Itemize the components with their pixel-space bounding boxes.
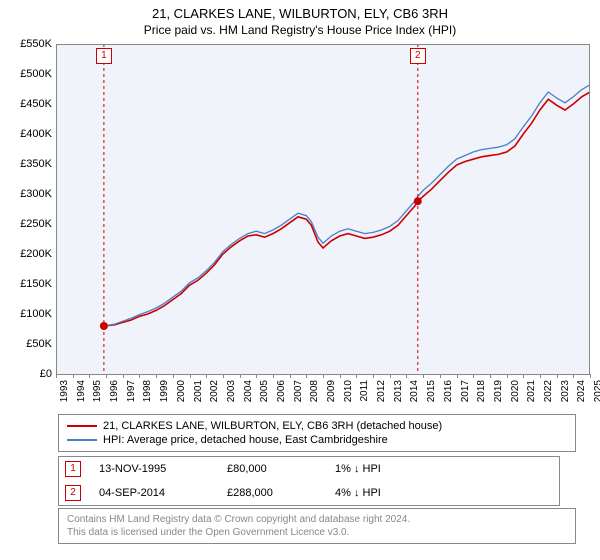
x-tick-label: 1993 — [59, 380, 70, 402]
x-tick-label: 2015 — [426, 380, 437, 402]
x-tick-label: 2002 — [209, 380, 220, 402]
sales-marker-box: 2 — [65, 485, 81, 501]
x-tick-label: 1998 — [142, 380, 153, 402]
x-tick-label: 2007 — [293, 380, 304, 402]
legend-row: HPI: Average price, detached house, East… — [67, 433, 567, 447]
y-tick-label: £400K — [20, 128, 52, 140]
sale-marker-dot — [100, 322, 108, 330]
x-tick-label: 2014 — [409, 380, 420, 402]
sales-date: 04-SEP-2014 — [99, 487, 209, 499]
x-tick-label: 2009 — [326, 380, 337, 402]
y-axis: £0£50K£100K£150K£200K£250K£300K£350K£400… — [10, 44, 56, 374]
x-tick-label: 2023 — [560, 380, 571, 402]
y-tick-label: £0 — [40, 368, 52, 380]
x-tick-label: 2020 — [510, 380, 521, 402]
x-tick-label: 2005 — [259, 380, 270, 402]
legend-swatch — [67, 425, 97, 427]
x-tick-label: 2013 — [393, 380, 404, 402]
x-tick-label: 2000 — [176, 380, 187, 402]
y-tick-label: £50K — [26, 338, 52, 350]
x-tick-label: 2024 — [576, 380, 587, 402]
x-tick-label: 2019 — [493, 380, 504, 402]
y-tick-label: £100K — [20, 308, 52, 320]
x-tick-label: 2001 — [193, 380, 204, 402]
sales-date: 13-NOV-1995 — [99, 463, 209, 475]
x-tick-label: 2025 — [593, 380, 600, 402]
x-tick-label: 2021 — [526, 380, 537, 402]
x-tick-label: 2022 — [543, 380, 554, 402]
x-tick-label: 1997 — [126, 380, 137, 402]
sales-price: £80,000 — [227, 463, 317, 475]
x-tick-label: 2017 — [460, 380, 471, 402]
x-tick-label: 2006 — [276, 380, 287, 402]
legend-label: HPI: Average price, detached house, East… — [103, 434, 388, 446]
x-tick-label: 1995 — [92, 380, 103, 402]
chart-legend: 21, CLARKES LANE, WILBURTON, ELY, CB6 3R… — [58, 414, 576, 452]
series-line — [104, 92, 590, 326]
x-axis: 1993 1994 1995 1996 1997 1998 1999 2000 2001 2002… — [56, 374, 590, 404]
sales-pct: 1% ↓ HPI — [335, 463, 445, 475]
footnote-line: This data is licensed under the Open Gov… — [67, 526, 567, 539]
y-tick-label: £350K — [20, 158, 52, 170]
chart-title: 21, CLARKES LANE, WILBURTON, ELY, CB6 3R… — [0, 0, 600, 21]
sales-row: 1 13-NOV-1995 £80,000 1% ↓ HPI — [59, 457, 559, 481]
sales-pct: 4% ↓ HPI — [335, 487, 445, 499]
legend-label: 21, CLARKES LANE, WILBURTON, ELY, CB6 3R… — [103, 420, 442, 432]
y-tick-label: £450K — [20, 98, 52, 110]
x-tick-label: 2008 — [309, 380, 320, 402]
footnote-line: Contains HM Land Registry data © Crown c… — [67, 513, 567, 526]
x-tick-label: 2012 — [376, 380, 387, 402]
sale-marker-box: 2 — [410, 48, 426, 64]
series-line — [104, 85, 590, 326]
y-tick-label: £500K — [20, 68, 52, 80]
sale-marker-box: 1 — [96, 48, 112, 64]
y-tick-label: £550K — [20, 38, 52, 50]
x-tick-label: 1996 — [109, 380, 120, 402]
y-tick-label: £200K — [20, 248, 52, 260]
x-tick-label: 2010 — [343, 380, 354, 402]
sales-table: 1 13-NOV-1995 £80,000 1% ↓ HPI 2 04-SEP-2014 £… — [58, 456, 560, 506]
legend-swatch — [67, 439, 97, 441]
sales-price: £288,000 — [227, 487, 317, 499]
sales-marker-box: 1 — [65, 461, 81, 477]
y-tick-label: £250K — [20, 218, 52, 230]
y-tick-label: £150K — [20, 278, 52, 290]
x-tick-label: 2003 — [226, 380, 237, 402]
x-tick-mark — [590, 374, 591, 378]
x-tick-label: 1999 — [159, 380, 170, 402]
plot-area: 12 — [56, 44, 590, 374]
footnote-box: Contains HM Land Registry data © Crown c… — [58, 508, 576, 544]
legend-row: 21, CLARKES LANE, WILBURTON, ELY, CB6 3R… — [67, 419, 567, 433]
chart-area: £0 £50K £100K £150K £200K £250K £300K £350K £400… — [10, 44, 590, 404]
x-tick-label: 1994 — [76, 380, 87, 402]
x-tick-label: 2018 — [476, 380, 487, 402]
x-tick-label: 2016 — [443, 380, 454, 402]
sale-marker-dot — [414, 197, 422, 205]
sales-row: 2 04-SEP-2014 £288,000 4% ↓ HPI — [59, 481, 559, 505]
y-tick-label: £300K — [20, 188, 52, 200]
chart-subtitle: Price paid vs. HM Land Registry's House … — [0, 21, 600, 37]
x-tick-label: 2004 — [243, 380, 254, 402]
x-tick-label: 2011 — [359, 380, 370, 402]
